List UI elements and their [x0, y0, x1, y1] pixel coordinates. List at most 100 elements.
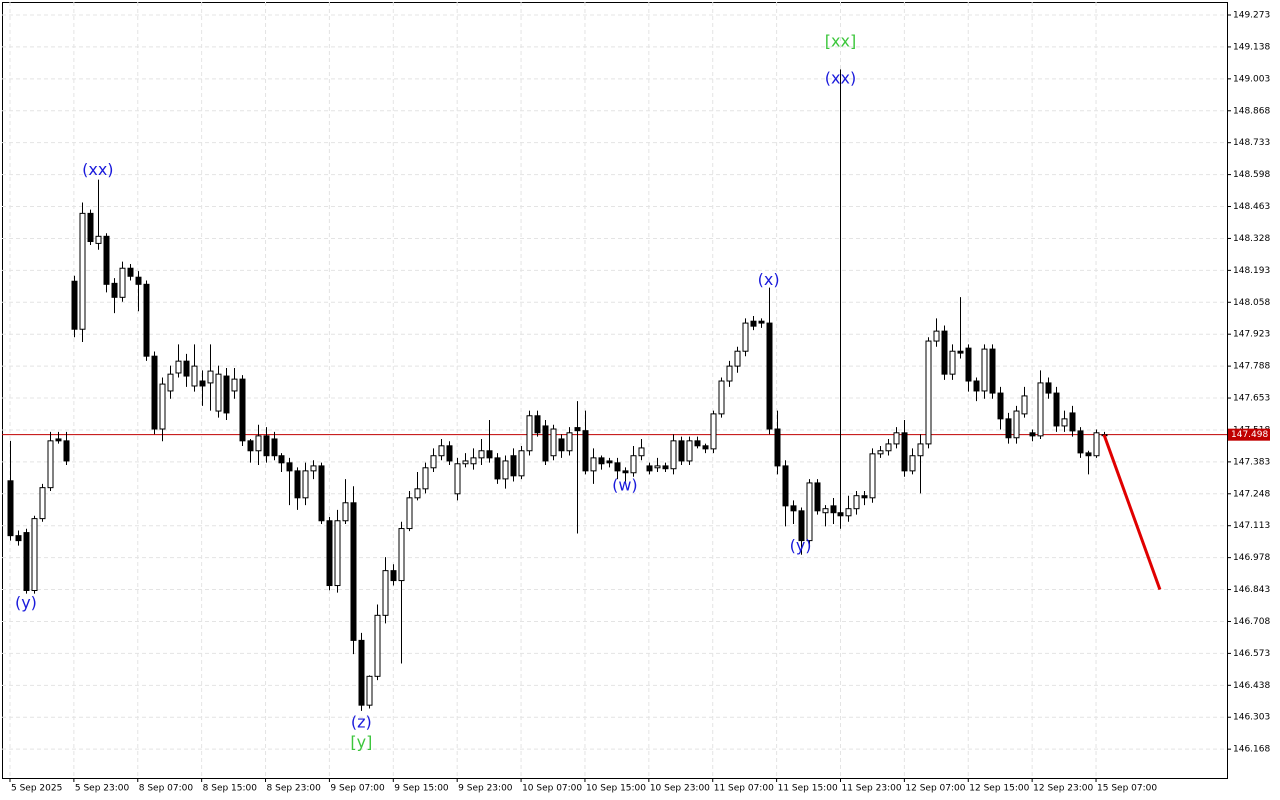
- candle-body: [1093, 432, 1100, 457]
- candle-body: [95, 235, 102, 244]
- candle-body: [925, 340, 932, 445]
- candle-body: [837, 512, 844, 517]
- wave-label: (xx): [825, 68, 856, 87]
- candle-body: [614, 462, 621, 472]
- y-tick-label: 149.003: [1233, 74, 1270, 84]
- x-tick-label: 5 Sep 23:00: [75, 784, 130, 794]
- candle-body: [15, 535, 22, 542]
- last-price-label: 147.498: [1231, 430, 1268, 440]
- candle-body: [774, 428, 781, 467]
- candle-body: [302, 470, 309, 499]
- y-tick-label: 146.978: [1233, 553, 1270, 563]
- candle-body: [159, 383, 166, 430]
- x-tick-label: 15 Sep 07:00: [1097, 784, 1157, 794]
- candle-body: [678, 440, 685, 462]
- x-tick-label: 8 Sep 07:00: [139, 784, 194, 794]
- candle-body: [526, 415, 533, 452]
- candle-body: [326, 520, 333, 587]
- candle-body: [790, 505, 797, 512]
- candle-body: [1013, 410, 1020, 439]
- x-tick-label: 5 Sep 2025: [11, 784, 62, 794]
- candle-body: [47, 440, 54, 489]
- candle-body: [350, 502, 357, 641]
- candle-body: [726, 365, 733, 382]
- candle-body: [806, 482, 813, 542]
- candle-body: [31, 518, 38, 592]
- candle-body: [917, 443, 924, 457]
- candle-body: [742, 322, 749, 352]
- candle-body: [502, 460, 509, 480]
- forecast-line: [1102, 434, 1162, 591]
- wave-label: (xx): [82, 160, 113, 179]
- candle-body: [534, 415, 541, 434]
- candle-body: [63, 440, 70, 462]
- candle-body: [207, 370, 214, 384]
- candle-body: [814, 482, 821, 512]
- candle-body: [318, 465, 325, 522]
- last-price-box: [1228, 428, 1270, 441]
- y-tick-label: 147.248: [1233, 489, 1270, 499]
- candle-body: [398, 528, 405, 582]
- candle-body: [997, 392, 1004, 420]
- candle-body: [55, 438, 62, 442]
- y-tick-label: 147.788: [1233, 362, 1270, 372]
- candle-body: [606, 460, 613, 464]
- candle-body: [271, 438, 278, 457]
- x-tick-label: 11 Sep 15:00: [778, 784, 838, 794]
- candle-body: [406, 497, 413, 530]
- y-tick-label: 148.328: [1233, 234, 1270, 244]
- candle-body: [901, 432, 908, 472]
- candle-body: [766, 322, 773, 430]
- x-tick-label: 12 Sep 23:00: [1033, 784, 1093, 794]
- candle-body: [822, 508, 829, 514]
- candle-body: [454, 463, 461, 495]
- plot-frame: [2, 2, 1228, 779]
- y-tick-label: 146.303: [1233, 713, 1270, 723]
- candle-body: [167, 373, 174, 392]
- candle-body: [183, 360, 190, 377]
- x-tick-label: 12 Sep 15:00: [969, 784, 1029, 794]
- candle-body: [23, 532, 30, 592]
- wave-label: (y): [15, 593, 37, 612]
- candle-body: [358, 639, 365, 706]
- candle-body: [294, 470, 301, 499]
- candle-body: [646, 465, 653, 472]
- candle-body: [550, 428, 557, 457]
- x-tick-label: 10 Sep 15:00: [586, 784, 646, 794]
- candle-body: [558, 438, 565, 452]
- candle-body: [175, 360, 182, 374]
- candle-body: [710, 413, 717, 450]
- y-tick-label: 148.868: [1233, 106, 1270, 116]
- candle-body: [782, 465, 789, 507]
- candle-body: [686, 440, 693, 462]
- x-tick-label: 12 Sep 07:00: [905, 784, 965, 794]
- candle-body: [622, 470, 629, 474]
- y-tick-label: 147.113: [1233, 521, 1270, 531]
- candle-body: [694, 440, 701, 447]
- candle-body: [566, 432, 573, 452]
- candle-body: [973, 380, 980, 392]
- candle-body: [590, 457, 597, 472]
- candle-body: [949, 350, 956, 375]
- candle-body: [223, 375, 230, 414]
- candle-body: [654, 465, 661, 469]
- candle-body: [119, 267, 126, 298]
- candle-body: [7, 480, 14, 537]
- candle-body: [478, 450, 485, 459]
- y-tick-label: 147.923: [1233, 330, 1270, 340]
- y-tick-label: 147.383: [1233, 457, 1270, 467]
- x-tick-label: 10 Sep 07:00: [522, 784, 582, 794]
- candle-body: [853, 495, 860, 510]
- candle-body: [574, 427, 581, 432]
- candle-body: [734, 350, 741, 367]
- candle-body: [438, 445, 445, 457]
- y-tick-label: 147.653: [1233, 394, 1270, 404]
- candle-body: [941, 330, 948, 375]
- candle-body: [39, 487, 46, 520]
- candle-body: [845, 508, 852, 517]
- candle-body: [582, 430, 589, 472]
- candle-body: [71, 280, 78, 330]
- candle-body: [486, 450, 493, 459]
